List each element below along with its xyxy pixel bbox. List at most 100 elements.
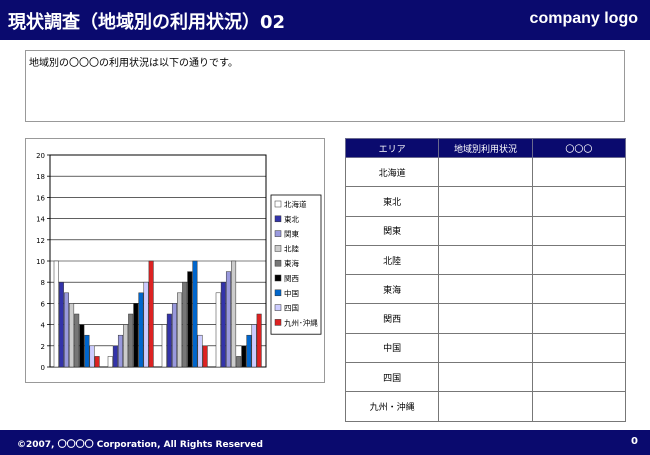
area-cell: 関西 bbox=[344, 303, 440, 334]
bar bbox=[53, 260, 59, 368]
legend-swatch bbox=[274, 200, 282, 208]
table-row: 北海道 bbox=[344, 156, 627, 188]
bar bbox=[58, 281, 64, 368]
bar bbox=[192, 260, 198, 368]
legend-swatch bbox=[274, 259, 282, 267]
usage-cell[interactable] bbox=[438, 274, 533, 305]
area-cell: 関東 bbox=[344, 215, 440, 246]
area-cell: 九州・沖縄 bbox=[344, 391, 440, 422]
extra-cell[interactable] bbox=[531, 362, 627, 393]
bar bbox=[256, 313, 262, 368]
usage-cell[interactable] bbox=[438, 362, 533, 393]
bar bbox=[148, 260, 154, 368]
area-cell: 四国 bbox=[344, 362, 440, 393]
y-tick-label: 12 bbox=[36, 237, 45, 245]
legend-label: 北陸 bbox=[284, 243, 299, 253]
bar bbox=[197, 334, 203, 368]
usage-cell[interactable] bbox=[438, 215, 533, 246]
bar bbox=[161, 324, 167, 368]
header-extra: 〇〇〇 bbox=[531, 138, 627, 158]
description-box: 地域別の〇〇〇の利用状況は以下の通りです。 bbox=[25, 50, 625, 122]
extra-cell[interactable] bbox=[531, 303, 627, 334]
area-cell: 東北 bbox=[344, 186, 440, 217]
legend-label: 北海道 bbox=[284, 199, 307, 209]
extra-cell[interactable] bbox=[531, 274, 627, 305]
bar bbox=[246, 334, 252, 368]
copyright-text: ©2007, 〇〇〇〇 Corporation, All Rights Rese… bbox=[17, 440, 263, 450]
usage-cell[interactable] bbox=[438, 186, 533, 217]
page-number: 0 bbox=[631, 436, 638, 447]
bar bbox=[177, 292, 183, 368]
y-tick-label: 10 bbox=[36, 258, 45, 266]
bar bbox=[89, 345, 95, 368]
bar bbox=[128, 313, 134, 368]
legend-swatch bbox=[274, 274, 282, 282]
bar bbox=[215, 292, 221, 368]
extra-cell[interactable] bbox=[531, 391, 627, 422]
footer-bar: ©2007, 〇〇〇〇 Corporation, All Rights Rese… bbox=[0, 430, 650, 455]
legend-swatch bbox=[274, 304, 282, 311]
y-tick-label: 20 bbox=[36, 152, 45, 160]
table-row: 東北 bbox=[344, 186, 627, 217]
bar bbox=[251, 324, 257, 368]
table-row: 北陸 bbox=[344, 244, 627, 276]
bar bbox=[123, 324, 129, 368]
area-cell: 北陸 bbox=[344, 244, 440, 276]
extra-cell[interactable] bbox=[531, 156, 627, 188]
extra-cell[interactable] bbox=[531, 332, 627, 364]
table-header-row: エリア 地域別利用状況 〇〇〇 bbox=[344, 138, 627, 158]
usage-cell[interactable] bbox=[438, 332, 533, 364]
bar bbox=[187, 271, 193, 368]
y-tick-label: 4 bbox=[41, 322, 46, 330]
legend-swatch bbox=[274, 245, 282, 252]
area-cell: 北海道 bbox=[344, 156, 440, 188]
bar bbox=[225, 271, 231, 368]
chart-panel: 0 2 4 6 8 10 12 14 16 18 20 北海道 東北 関東 北陸 東海 関西 中国 四国 九州･沖縄 bbox=[25, 138, 325, 383]
y-tick-label: 2 bbox=[41, 343, 45, 351]
bar bbox=[112, 345, 118, 368]
table-row: 四国 bbox=[344, 362, 627, 393]
y-tick-label: 8 bbox=[41, 279, 45, 287]
extra-cell[interactable] bbox=[531, 215, 627, 246]
legend-label: 東海 bbox=[284, 258, 299, 268]
usage-cell[interactable] bbox=[438, 391, 533, 422]
company-logo: company logo bbox=[529, 10, 638, 27]
legend-label: 関東 bbox=[284, 229, 299, 239]
description-text: 地域別の〇〇〇の利用状況は以下の通りです。 bbox=[29, 58, 238, 69]
area-cell: 東海 bbox=[344, 274, 440, 305]
extra-cell[interactable] bbox=[531, 244, 627, 276]
table-row: 東海 bbox=[344, 274, 627, 305]
table-row: 中国 bbox=[344, 332, 627, 364]
bar bbox=[79, 324, 85, 368]
region-table: エリア 地域別利用状況 〇〇〇 北海道 東北 関東 北陸 東海 関西 中国 四国… bbox=[344, 138, 627, 422]
bar bbox=[94, 356, 100, 368]
bar bbox=[241, 345, 247, 368]
y-tick-label: 16 bbox=[36, 194, 45, 202]
legend-label: 四国 bbox=[284, 304, 299, 313]
legend-label: 関西 bbox=[284, 274, 299, 283]
usage-cell[interactable] bbox=[438, 156, 533, 188]
y-tick-label: 6 bbox=[41, 300, 46, 308]
legend-label: 九州･沖縄 bbox=[284, 317, 318, 327]
bar bbox=[84, 334, 90, 368]
legend-label: 東北 bbox=[284, 214, 299, 224]
y-tick-label: 14 bbox=[36, 216, 45, 224]
bar bbox=[171, 303, 177, 368]
bar bbox=[182, 281, 188, 368]
bar bbox=[143, 281, 149, 368]
usage-cell[interactable] bbox=[438, 303, 533, 334]
bar bbox=[166, 313, 172, 368]
bar bbox=[63, 292, 69, 368]
usage-cell[interactable] bbox=[438, 244, 533, 276]
legend-swatch bbox=[274, 319, 282, 326]
legend-swatch bbox=[274, 289, 282, 297]
bar bbox=[133, 303, 139, 368]
header-bar: 現状調査（地域別の利用状況）02 company logo bbox=[0, 0, 650, 40]
extra-cell[interactable] bbox=[531, 186, 627, 217]
legend-swatch bbox=[274, 230, 282, 237]
bar bbox=[231, 260, 237, 368]
legend-label: 中国 bbox=[284, 288, 299, 298]
bar bbox=[202, 345, 208, 368]
header-usage: 地域別利用状況 bbox=[438, 138, 533, 158]
